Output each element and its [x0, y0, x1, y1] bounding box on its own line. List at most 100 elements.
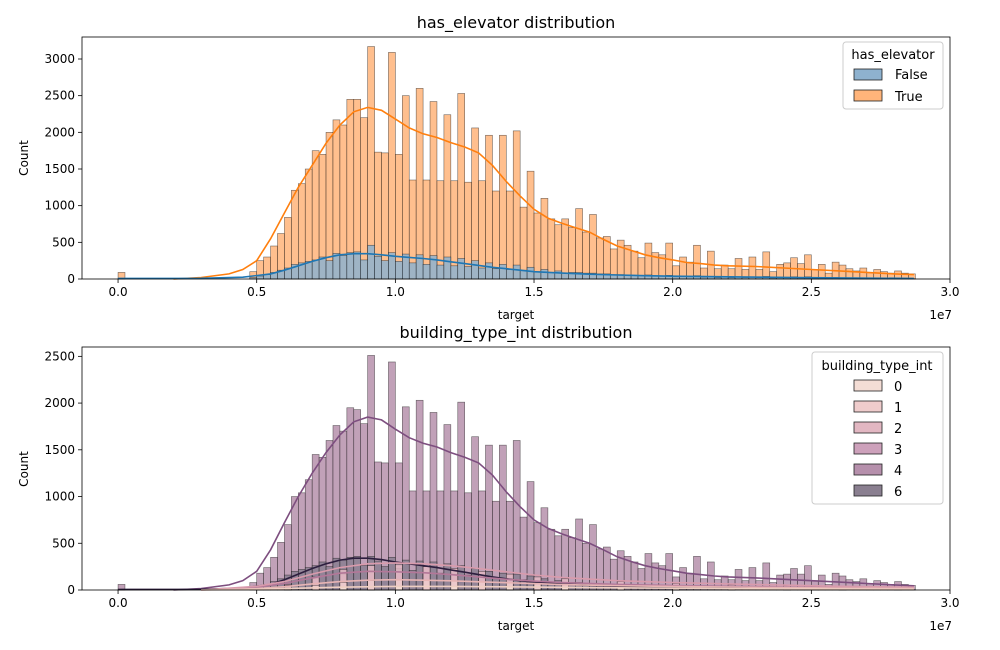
y-tick-label: 500	[52, 536, 75, 550]
legend-label-6: 6	[894, 485, 902, 500]
legend-swatch-6	[853, 484, 883, 497]
histogram-bar	[415, 88, 424, 280]
histogram-bar	[381, 152, 389, 280]
legend-label-true: True	[894, 90, 923, 105]
histogram-bar	[471, 260, 479, 280]
legend-label-1: 1	[894, 401, 902, 416]
histogram-bar	[346, 99, 355, 280]
y-axis-label: Count	[17, 140, 31, 176]
histogram-bar	[492, 268, 500, 280]
y-tick-label: 3000	[44, 52, 75, 66]
histogram-bar	[478, 267, 486, 280]
legend-swatch-0	[853, 379, 883, 392]
y-axis-label: Count	[17, 451, 31, 487]
histogram-bar	[547, 218, 556, 280]
x-tick-label: 3.0	[940, 285, 959, 299]
kde-line-6	[118, 557, 914, 591]
histogram-bar	[485, 262, 493, 280]
histogram-bar	[519, 516, 528, 591]
histogram-bar	[402, 559, 410, 591]
legend-label-2: 2	[894, 422, 902, 437]
legend: has_elevator False True	[842, 41, 944, 110]
histogram-bar	[408, 262, 417, 280]
histogram-bar	[367, 355, 375, 591]
kde-line-4	[173, 416, 914, 591]
histogram-bar	[505, 269, 514, 280]
x-offset-label: 1e7	[929, 308, 952, 322]
x-tick-label: 2.0	[663, 285, 682, 299]
histogram-bar	[256, 275, 264, 280]
histogram-bar	[311, 259, 320, 280]
y-tick-label: 1500	[44, 443, 75, 457]
plot-area-frame	[81, 346, 951, 591]
y-tick-label: 2000	[44, 396, 75, 410]
kde-line-1	[201, 578, 914, 591]
histogram-bar	[838, 264, 847, 280]
histogram-bar	[353, 251, 362, 280]
x-tick-label: 2.5	[802, 285, 821, 299]
legend-label-0: 0	[894, 380, 902, 395]
histogram-bar	[665, 242, 673, 280]
histogram-bar	[443, 114, 452, 280]
has-elevator-chart: has_elevator distribution 0.0 0.5 1.0 1.5 2.…	[17, 13, 960, 322]
histogram-bar	[388, 361, 396, 591]
x-tick-label: 0.0	[109, 285, 128, 299]
kde-line-false	[118, 252, 914, 280]
histogram-bar	[457, 258, 465, 280]
y-tick-label: 1500	[44, 162, 75, 176]
histogram-bar	[367, 580, 375, 591]
histogram-bar	[374, 255, 382, 280]
histogram-bar	[395, 261, 403, 280]
histogram-bar	[526, 266, 535, 280]
histogram-bar	[499, 444, 507, 591]
histogram-bar	[436, 264, 445, 280]
y-tick-label: 1000	[44, 490, 75, 504]
legend-title: building_type_int	[821, 359, 932, 374]
histogram-bar	[512, 440, 521, 591]
histogram-bar	[519, 206, 528, 280]
x-tick-label: 2.5	[802, 596, 821, 610]
legend-label-false: False	[895, 68, 928, 83]
histogram-bar	[540, 507, 549, 591]
histogram-bar	[422, 579, 431, 591]
histogram-bar	[339, 255, 348, 280]
histogram-bar	[748, 256, 757, 280]
x-axis-ticks: 0.0 0.5 1.0 1.5 2.0 2.5 3.0	[109, 590, 960, 610]
x-tick-label: 3.0	[940, 596, 959, 610]
legend-title: has_elevator	[851, 48, 935, 63]
legend-swatch-false	[853, 68, 883, 81]
histogram-bar	[575, 208, 583, 280]
histogram-bar	[367, 244, 375, 280]
histogram-bar	[665, 553, 673, 591]
histogram-bar	[499, 264, 507, 280]
histogram-bar	[485, 444, 493, 591]
histogram-bar	[512, 264, 521, 280]
histogram-bar	[547, 528, 556, 591]
histogram-bar	[374, 560, 382, 591]
kde-layer	[118, 106, 914, 280]
x-tick-label: 2.0	[663, 596, 682, 610]
x-tick-label: 0.5	[247, 596, 266, 610]
histogram-bar	[436, 180, 445, 280]
chart-title: has_elevator distribution	[417, 13, 616, 33]
histogram-bar	[561, 218, 569, 280]
histogram-bar	[388, 52, 396, 280]
x-tick-label: 1.5	[524, 285, 543, 299]
x-axis-ticks: 0.0 0.5 1.0 1.5 2.0 2.5 3.0	[109, 279, 960, 299]
histogram-bar	[644, 242, 653, 280]
kde-line-true	[173, 106, 914, 280]
histogram-bar	[360, 117, 368, 280]
x-tick-label: 1.0	[386, 596, 405, 610]
building-type-chart: building_type_int distribution 0.0 0.5 1.0…	[17, 323, 960, 633]
histogram-bar	[436, 572, 445, 591]
histogram-bar	[464, 266, 472, 280]
y-tick-label: 500	[52, 235, 75, 249]
histogram-bar	[360, 259, 368, 280]
histogram-bar	[450, 265, 459, 280]
kde-line-0	[201, 585, 914, 591]
histogram-bar	[402, 95, 410, 280]
chart-title: building_type_int distribution	[400, 323, 633, 343]
histogram-bar	[381, 260, 389, 280]
histogram-bar	[505, 190, 514, 280]
